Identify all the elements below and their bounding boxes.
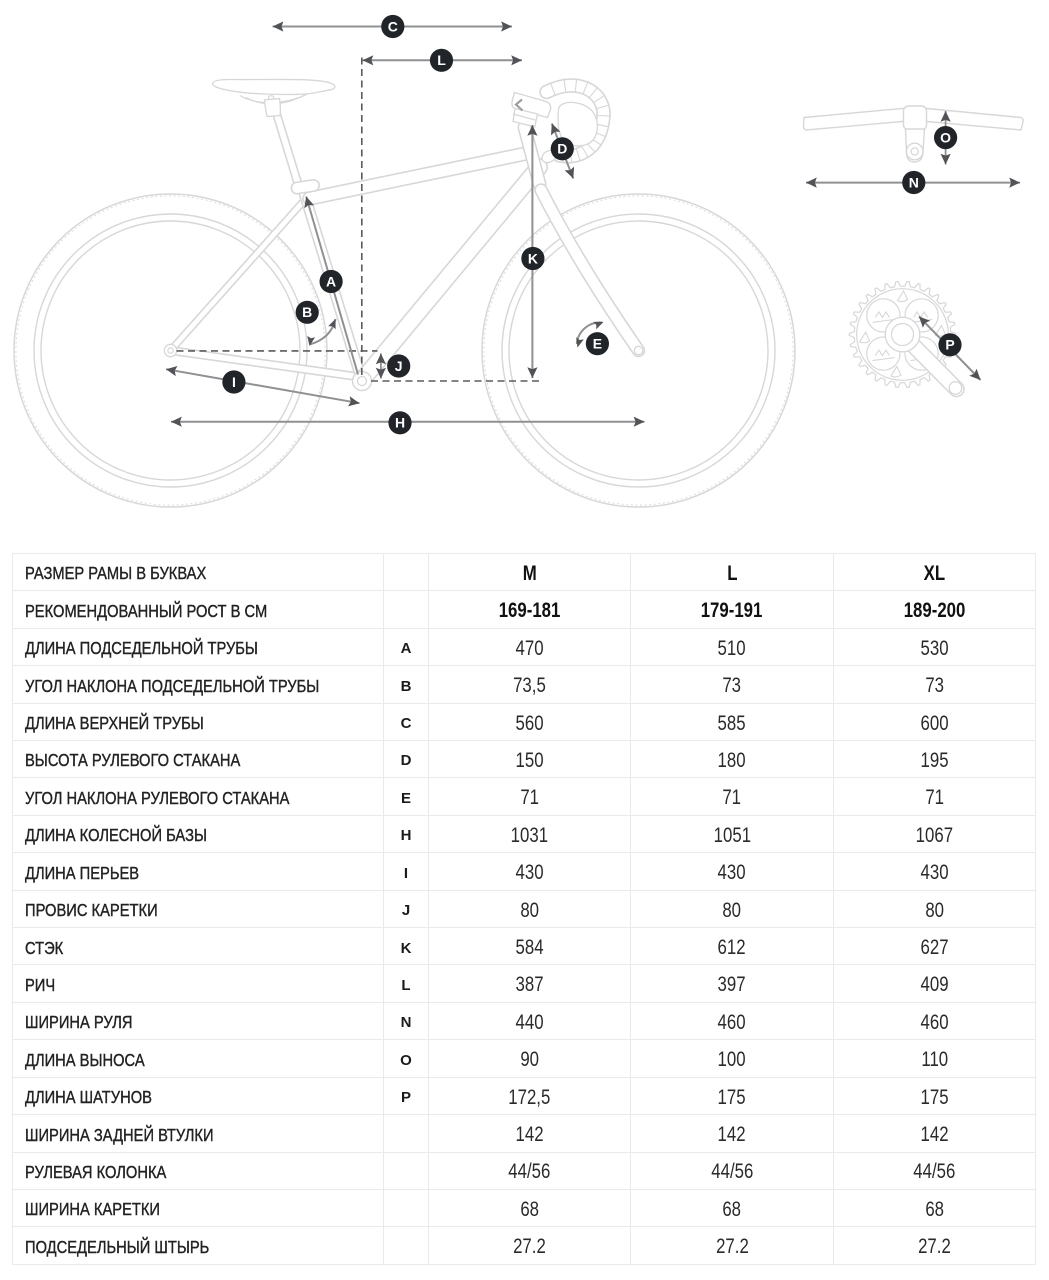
svg-text:E: E [593, 336, 602, 352]
svg-text:B: B [302, 304, 312, 320]
svg-text:N: N [909, 174, 919, 190]
svg-text:P: P [945, 337, 954, 353]
svg-text:J: J [395, 358, 403, 374]
svg-text:H: H [395, 415, 405, 431]
svg-text:I: I [232, 374, 236, 390]
svg-text:K: K [528, 250, 538, 266]
svg-text:O: O [940, 130, 951, 146]
svg-text:D: D [557, 141, 567, 157]
svg-text:L: L [437, 52, 446, 68]
svg-text:C: C [388, 18, 398, 34]
svg-text:A: A [326, 273, 336, 289]
